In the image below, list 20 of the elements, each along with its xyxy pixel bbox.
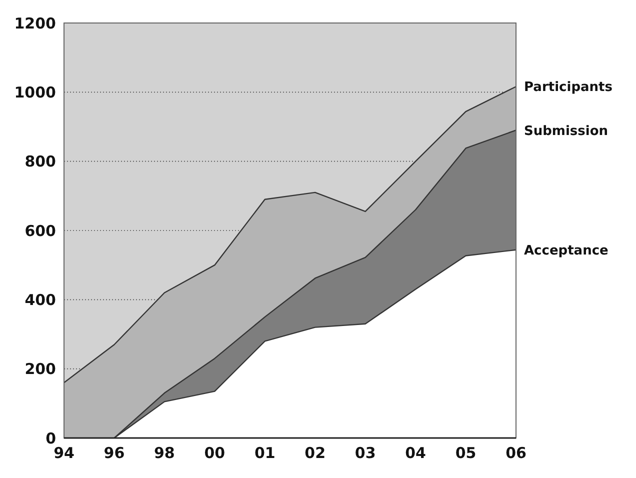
x-tick-label: 02 xyxy=(304,444,326,462)
x-tick-label: 96 xyxy=(104,444,125,462)
series-label: Acceptance xyxy=(524,243,609,258)
y-tick-label: 200 xyxy=(24,360,56,378)
y-tick-label: 1200 xyxy=(14,14,56,32)
x-tick-label: 03 xyxy=(354,444,376,462)
x-tick-label: 01 xyxy=(254,444,276,462)
x-tick-label: 04 xyxy=(405,444,426,462)
series-label: Submission xyxy=(524,124,608,139)
y-tick-label: 400 xyxy=(24,290,56,309)
x-tick-label: 05 xyxy=(455,444,476,462)
x-tick-label: 00 xyxy=(204,444,226,462)
x-tick-label: 98 xyxy=(154,444,175,462)
y-tick-label: 0 xyxy=(46,429,56,448)
x-tick-label: 06 xyxy=(506,444,526,462)
y-tick-label: 1000 xyxy=(14,83,56,102)
series-label: Participants xyxy=(524,80,613,96)
x-tick-label: 94 xyxy=(54,444,74,462)
y-tick-label: 800 xyxy=(24,152,56,171)
y-tick-label: 600 xyxy=(24,222,56,240)
